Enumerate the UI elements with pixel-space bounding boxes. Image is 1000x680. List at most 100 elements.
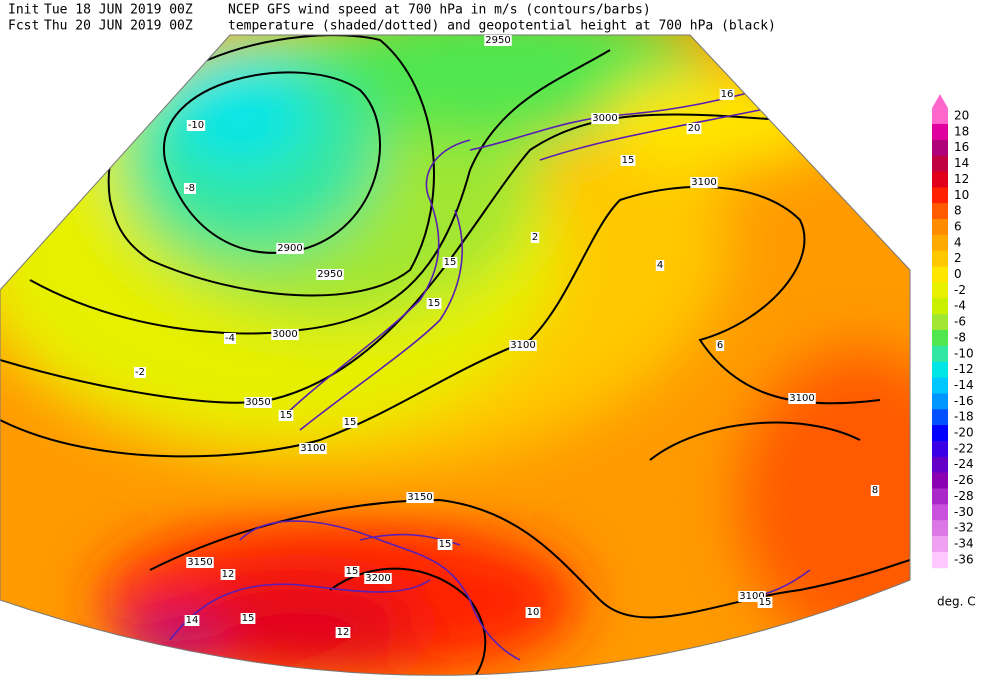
label-box xyxy=(271,329,299,340)
temperature-label: 8 xyxy=(872,485,878,496)
label-box xyxy=(406,492,434,503)
label-box xyxy=(184,183,196,194)
colorbar-unit: deg. C xyxy=(937,595,976,609)
colorbar-swatch xyxy=(932,472,948,489)
colorbar-swatch xyxy=(932,171,948,188)
label-box xyxy=(591,113,619,124)
colorbar-swatch xyxy=(932,393,948,410)
colorbar-label: -34 xyxy=(954,536,974,550)
temperature-label: -2 xyxy=(135,367,145,378)
temperature-label: -10 xyxy=(188,120,204,131)
label-box xyxy=(278,410,294,421)
colorbar-label: 6 xyxy=(954,219,962,233)
label-box xyxy=(344,566,360,577)
header-subtitle: temperature (shaded/dotted) and geopoten… xyxy=(228,19,776,34)
colorbar-swatch xyxy=(932,361,948,379)
forecast-date: Thu 20 JUN 2019 00Z xyxy=(44,19,193,34)
temperature-label: 6 xyxy=(717,340,723,351)
label-box xyxy=(342,417,358,428)
label-box xyxy=(738,591,766,602)
colorbar-swatch xyxy=(932,234,948,252)
height-label: 3000 xyxy=(592,113,617,124)
map-border xyxy=(0,34,911,676)
colorbar-swatch xyxy=(932,139,948,157)
colorbar-label: -6 xyxy=(954,315,966,329)
colorbar-swatch xyxy=(932,488,948,505)
colorbar-swatch xyxy=(932,123,948,141)
wind-contours xyxy=(169,89,811,661)
height-label: 3200 xyxy=(365,573,390,584)
colorbar-swatch xyxy=(932,504,948,521)
label-box xyxy=(690,177,718,188)
colorbar-label: -12 xyxy=(954,362,974,376)
colorbar: 20181614121086420-2-4-6-8-10-12-14-16-18… xyxy=(932,94,976,609)
height-label: 2950 xyxy=(485,35,510,46)
colorbar-swatch xyxy=(932,425,948,442)
header: Init Tue 18 JUN 2019 00Z NCEP GFS wind s… xyxy=(8,3,776,34)
colorbar-label: 20 xyxy=(954,109,969,123)
colorbar-label: -28 xyxy=(954,489,974,503)
temperature-label: 12 xyxy=(337,627,350,638)
colorbar-swatch xyxy=(932,282,948,299)
temperature-label: 2 xyxy=(532,232,538,243)
wind-label: 15 xyxy=(428,298,441,309)
colorbar-label: 2 xyxy=(954,251,962,265)
label-box xyxy=(655,260,665,271)
label-box xyxy=(186,120,206,131)
colorbar-label: -20 xyxy=(954,426,974,440)
wind-label: 15 xyxy=(280,410,293,421)
height-label: 3100 xyxy=(691,177,716,188)
label-box xyxy=(437,539,453,550)
label-box xyxy=(299,443,327,454)
wind-label: 20 xyxy=(688,123,701,134)
height-label: 3100 xyxy=(300,443,325,454)
height-label: 3050 xyxy=(245,397,270,408)
label-box xyxy=(715,340,725,351)
contour-labels: 2900 2950 3000 3050 3100 3150 3200 2950 3000 3100… xyxy=(134,35,880,638)
colorbar-label: -36 xyxy=(954,552,974,566)
label-box xyxy=(686,123,702,134)
label-box xyxy=(316,269,344,280)
wind-label: 15 xyxy=(759,597,772,608)
colorbar-swatch xyxy=(932,409,948,426)
colorbar-label: -26 xyxy=(954,473,974,487)
colorbar-swatch xyxy=(932,440,948,458)
colorbar-label: 14 xyxy=(954,156,969,170)
temperature-label: 4 xyxy=(657,260,663,271)
label-box xyxy=(426,298,442,309)
colorbar-label: 0 xyxy=(954,267,962,281)
height-label: 3100 xyxy=(510,340,535,351)
label-box xyxy=(509,340,537,351)
colorbar-swatch xyxy=(932,456,948,474)
colorbar-swatch xyxy=(932,219,948,236)
label-box xyxy=(184,615,200,626)
label-box xyxy=(224,333,236,344)
colorbar-swatch xyxy=(932,266,948,283)
wind-label: 15 xyxy=(444,257,457,268)
colorbar-arrow xyxy=(932,94,948,109)
label-box xyxy=(240,613,256,624)
label-box xyxy=(220,569,236,580)
colorbar-swatch xyxy=(932,187,948,204)
label-box xyxy=(620,155,636,166)
colorbar-swatch xyxy=(932,329,948,347)
label-box xyxy=(525,607,541,618)
init-date: Tue 18 JUN 2019 00Z xyxy=(44,3,193,18)
label-box xyxy=(530,232,540,243)
colorbar-label: -18 xyxy=(954,410,974,424)
height-label: 2950 xyxy=(317,269,342,280)
colorbar-label: -4 xyxy=(954,299,966,313)
label-box xyxy=(276,243,304,254)
colorbar-swatch xyxy=(932,377,948,394)
colorbar-label: 4 xyxy=(954,235,962,249)
colorbar-label: 10 xyxy=(954,188,969,202)
temperature-label: -8 xyxy=(185,183,195,194)
colorbar-label: 18 xyxy=(954,124,969,138)
colorbar-label: -16 xyxy=(954,394,974,408)
init-label: Init xyxy=(8,3,39,18)
colorbar-label: -2 xyxy=(954,283,966,297)
wind-label: 15 xyxy=(242,613,255,624)
